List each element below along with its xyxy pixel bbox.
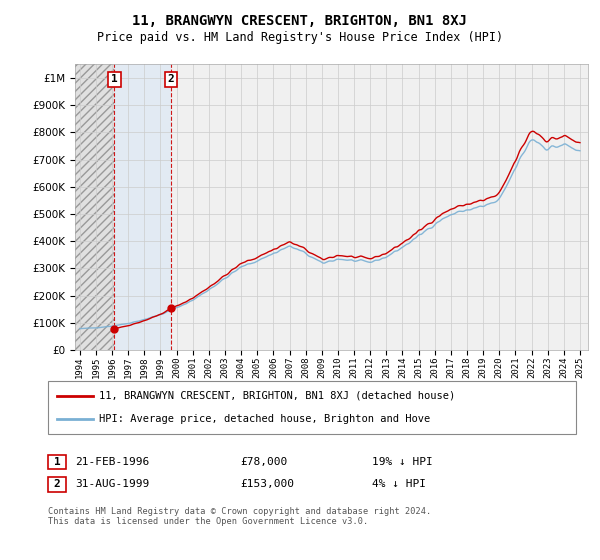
Text: 19% ↓ HPI: 19% ↓ HPI: [372, 457, 433, 467]
Text: 11, BRANGWYN CRESCENT, BRIGHTON, BN1 8XJ (detached house): 11, BRANGWYN CRESCENT, BRIGHTON, BN1 8XJ…: [99, 391, 455, 401]
Text: Price paid vs. HM Land Registry's House Price Index (HPI): Price paid vs. HM Land Registry's House …: [97, 31, 503, 44]
Text: 1: 1: [53, 457, 61, 467]
Text: HPI: Average price, detached house, Brighton and Hove: HPI: Average price, detached house, Brig…: [99, 414, 430, 424]
Text: £153,000: £153,000: [240, 479, 294, 489]
Bar: [115, 64, 171, 350]
Text: 1: 1: [111, 74, 118, 85]
Text: 11, BRANGWYN CRESCENT, BRIGHTON, BN1 8XJ: 11, BRANGWYN CRESCENT, BRIGHTON, BN1 8XJ: [133, 14, 467, 28]
Text: 2: 2: [53, 479, 61, 489]
Text: Contains HM Land Registry data © Crown copyright and database right 2024.
This d: Contains HM Land Registry data © Crown c…: [48, 507, 431, 526]
Text: 2: 2: [168, 74, 175, 85]
Text: £78,000: £78,000: [240, 457, 287, 467]
Bar: [75, 64, 115, 350]
Text: 4% ↓ HPI: 4% ↓ HPI: [372, 479, 426, 489]
Text: 31-AUG-1999: 31-AUG-1999: [75, 479, 149, 489]
Text: 21-FEB-1996: 21-FEB-1996: [75, 457, 149, 467]
